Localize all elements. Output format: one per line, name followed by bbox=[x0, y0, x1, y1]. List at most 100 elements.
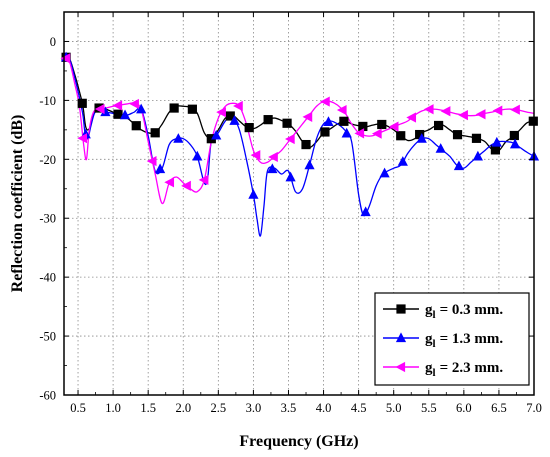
series-3-marker bbox=[440, 106, 451, 117]
y-tick-label: -50 bbox=[39, 330, 56, 344]
x-tick-label: 4.0 bbox=[316, 401, 332, 415]
series-3-marker bbox=[250, 150, 261, 161]
x-tick-labels: 0.5 1.0 1.5 2.0 2.5 3.0 3.5 4.0 4.5 5.0 5.5 6.0 6.5 7… bbox=[70, 401, 542, 415]
series-1-marker bbox=[131, 121, 141, 131]
series-3-marker bbox=[146, 155, 157, 167]
series-3-marker bbox=[423, 104, 434, 115]
series-3-marker bbox=[164, 177, 175, 188]
series-2-marker bbox=[379, 167, 390, 178]
series-2-marker bbox=[416, 133, 427, 143]
legend-subscript: l bbox=[433, 367, 436, 379]
series-3-marker bbox=[354, 128, 365, 139]
series-1-marker bbox=[113, 109, 123, 119]
series-1-marker bbox=[150, 128, 160, 138]
y-axis-title: Reflection coefficient (dB) bbox=[9, 115, 26, 293]
x-tick-label: 0.5 bbox=[70, 401, 86, 415]
series-3-marker bbox=[129, 98, 139, 110]
series-2-marker bbox=[229, 115, 240, 125]
series-1-marker bbox=[225, 111, 235, 121]
series-1-marker bbox=[433, 120, 444, 131]
series-2-marker bbox=[173, 133, 184, 143]
series-1-marker bbox=[244, 123, 254, 133]
x-tick-label: 6.0 bbox=[456, 401, 472, 415]
series-3-marker bbox=[406, 112, 417, 123]
series-1-marker bbox=[471, 133, 482, 143]
series-1-marker bbox=[77, 98, 87, 108]
series-3-marker bbox=[94, 103, 105, 115]
series-2-marker bbox=[397, 156, 408, 166]
x-tick-label: 6.5 bbox=[491, 401, 507, 415]
series-1-marker bbox=[509, 130, 519, 141]
series-1-marker bbox=[339, 116, 349, 126]
series-3-marker bbox=[320, 96, 330, 107]
series-3-marker bbox=[492, 105, 503, 116]
series-1-marker bbox=[358, 121, 368, 132]
series-3-marker bbox=[181, 180, 191, 191]
series-3-marker bbox=[302, 111, 313, 122]
y-tick-labels: 0 -10 -20 -30 -40 -50 -60 bbox=[39, 35, 56, 403]
y-tick-label: 0 bbox=[50, 35, 56, 49]
legend-label-3: gl = 2.3 mm. bbox=[425, 360, 503, 379]
x-tick-label: 2.5 bbox=[211, 401, 227, 415]
legend-symbol: g bbox=[425, 360, 433, 376]
legend-value: = 0.3 mm. bbox=[440, 302, 504, 318]
series-2-marker bbox=[304, 159, 315, 170]
series-1-marker bbox=[169, 103, 179, 113]
x-tick-label: 1.0 bbox=[105, 401, 121, 415]
legend-subscript: l bbox=[433, 309, 436, 321]
legend-label-2: gl = 1.3 mm. bbox=[425, 331, 503, 350]
series-3-marker bbox=[284, 133, 295, 145]
series-2-marker bbox=[472, 150, 483, 161]
series-1-marker bbox=[206, 134, 216, 144]
series-line-3 bbox=[64, 55, 534, 205]
x-tick-label: 5.0 bbox=[386, 401, 402, 415]
series-1-marker bbox=[263, 115, 273, 125]
x-tick-label: 3.0 bbox=[246, 401, 262, 415]
series-3-marker bbox=[388, 121, 399, 132]
series-2-marker bbox=[491, 136, 502, 147]
legend-subscript: l bbox=[433, 338, 436, 350]
series-3-marker bbox=[60, 53, 71, 64]
legend: gl = 0.3 mm.gl = 1.3 mm.gl = 2.3 mm. bbox=[374, 292, 530, 386]
x-tick-label: 1.5 bbox=[140, 401, 156, 415]
series-3-marker bbox=[268, 151, 278, 163]
series-2-marker bbox=[509, 138, 521, 149]
series-3-marker bbox=[458, 110, 468, 121]
legend-marker-3 bbox=[395, 361, 406, 373]
series-2-marker bbox=[435, 143, 446, 153]
y-tick-label: -40 bbox=[39, 271, 56, 285]
axis-ticks bbox=[64, 12, 535, 396]
series-1-marker bbox=[396, 131, 406, 141]
plot-frame bbox=[63, 11, 535, 396]
series-2-marker bbox=[360, 206, 371, 217]
y-tick-label: -10 bbox=[39, 94, 56, 108]
series-2-marker bbox=[155, 163, 166, 174]
series-1-marker bbox=[452, 130, 463, 140]
legend-marker-2 bbox=[395, 332, 407, 343]
series-1-marker bbox=[490, 145, 501, 155]
legend-symbol: g bbox=[425, 331, 433, 347]
x-tick-label: 7.0 bbox=[526, 401, 542, 415]
series-2-marker bbox=[453, 160, 465, 171]
series-2-marker bbox=[323, 116, 334, 126]
series-3-marker bbox=[198, 174, 209, 186]
series-3-marker bbox=[371, 128, 382, 139]
series-3-marker bbox=[77, 133, 88, 144]
series-3-marker bbox=[216, 107, 226, 118]
series-2-marker bbox=[136, 103, 147, 114]
series-2-marker bbox=[341, 127, 352, 138]
series-1-marker bbox=[320, 127, 330, 137]
series-1-marker bbox=[282, 118, 292, 128]
x-tick-label: 2.0 bbox=[175, 401, 191, 415]
legend-value: = 1.3 mm. bbox=[440, 331, 504, 347]
series-1-marker bbox=[301, 139, 311, 150]
y-tick-label: -60 bbox=[39, 389, 56, 403]
legend-label-1: gl = 0.3 mm. bbox=[425, 302, 503, 321]
series-3-marker bbox=[336, 104, 347, 116]
x-tick-label: 3.5 bbox=[281, 401, 297, 415]
y-tick-label: -30 bbox=[39, 212, 56, 226]
legend-marker-1 bbox=[396, 304, 406, 314]
series-3-marker bbox=[510, 104, 520, 115]
series-2-marker bbox=[100, 106, 111, 117]
